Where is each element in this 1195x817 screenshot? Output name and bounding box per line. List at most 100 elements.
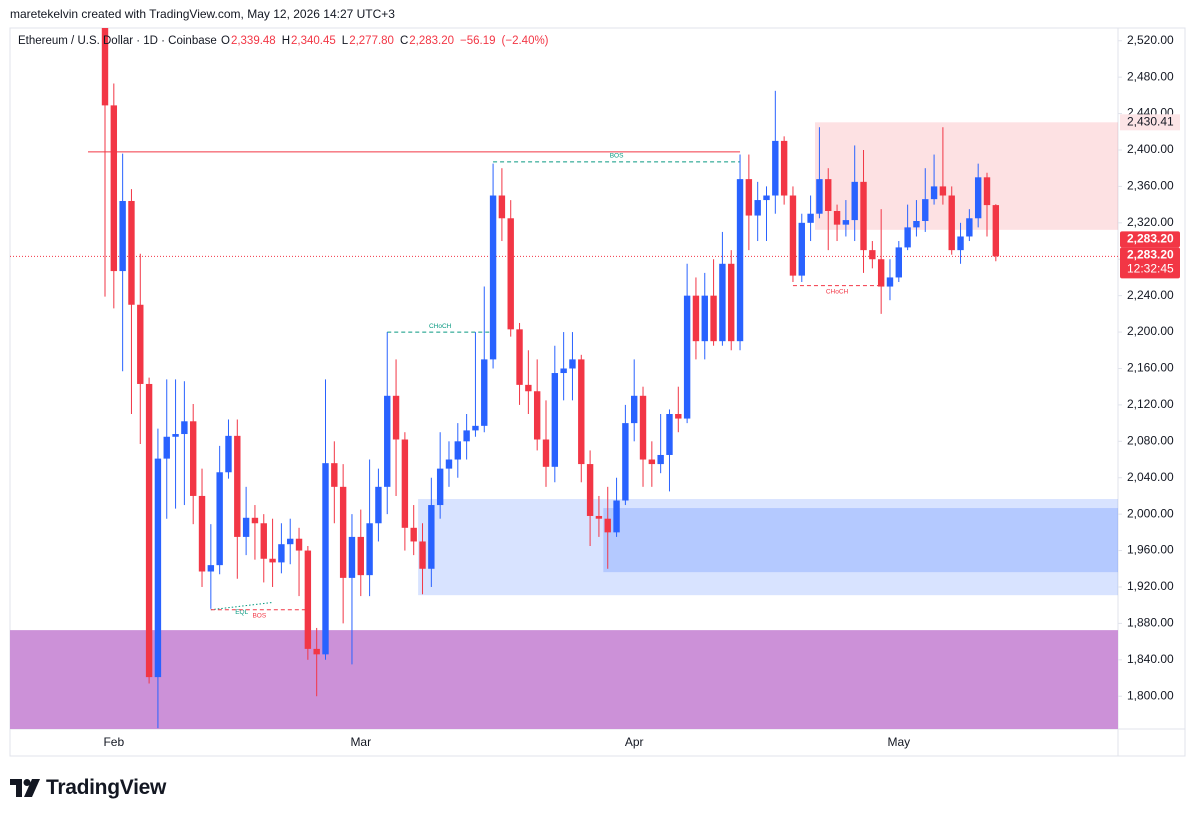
price-label-box: [1120, 231, 1180, 248]
brand-logo: TradingView: [10, 774, 166, 802]
plot-area: BOS CHoCH EQL BOS CHoCH: [10, 28, 1118, 729]
y-tick-label: 2,040.00: [1127, 470, 1174, 484]
candle-body: [622, 423, 629, 501]
candle-body: [825, 179, 832, 211]
candle-body: [701, 295, 708, 342]
y-tick-label: 2,160.00: [1127, 361, 1174, 375]
candle-body: [525, 384, 532, 392]
y-tick-label: 2,360.00: [1127, 179, 1174, 193]
credit: maretekelvin created with TradingView.co…: [10, 7, 395, 21]
candle-body: [410, 527, 417, 542]
level-label: EQL: [235, 609, 248, 616]
candle-body: [339, 486, 347, 578]
x-tick-label: May: [887, 735, 910, 749]
candle-body: [163, 436, 170, 459]
ohlc-value: 2,340.45: [291, 35, 336, 47]
candle-body: [357, 536, 364, 576]
y-tick-label: 1,960.00: [1127, 543, 1174, 557]
candle-body: [198, 495, 206, 572]
y-tick-label: 2,200.00: [1127, 324, 1174, 338]
candle-body: [842, 220, 850, 225]
brand-name: TradingView: [46, 776, 167, 799]
candle-body: [957, 236, 964, 251]
candle-body: [719, 263, 726, 342]
candle-body: [348, 536, 356, 578]
candle-body: [278, 544, 285, 563]
ohlc-key: C: [399, 35, 409, 47]
y-tick-label: 2,080.00: [1127, 433, 1174, 447]
y-tick-label: 2,000.00: [1127, 506, 1174, 520]
candle-body: [445, 459, 453, 469]
candle-body: [886, 277, 894, 287]
symbol-legend: Ethereum / U.S. Dollar · 1D · Coinbase O…: [18, 35, 555, 47]
candle-body: [833, 210, 841, 225]
candle-body: [463, 430, 470, 442]
candle-body: [128, 200, 135, 305]
candle-body: [613, 500, 620, 533]
candle-body: [974, 177, 982, 219]
candle-body: [507, 218, 514, 330]
candle-body: [789, 195, 797, 276]
level-label: BOS: [252, 612, 266, 619]
y-tick-label: 1,800.00: [1127, 688, 1174, 702]
candle-body: [780, 140, 788, 196]
candle-body: [639, 395, 647, 460]
candle-body: [904, 227, 911, 248]
candle-body: [710, 295, 717, 342]
candle-body: [428, 505, 435, 569]
candle-body: [216, 472, 223, 566]
price-label: 2,430.41: [1127, 114, 1174, 128]
candle-body: [260, 523, 267, 559]
candle-body: [137, 304, 144, 384]
candle-body: [489, 195, 497, 360]
candle-body: [683, 295, 691, 419]
candle-body: [895, 247, 902, 278]
candle-body: [578, 359, 585, 465]
candle-body: [595, 515, 603, 519]
level-label: BOS: [610, 153, 624, 160]
candle-body: [772, 140, 779, 196]
y-tick-label: 1,840.00: [1127, 652, 1174, 666]
candle-body: [551, 373, 559, 467]
candle-body: [384, 395, 391, 487]
candle-body: [992, 205, 1000, 257]
candle-body: [692, 295, 700, 342]
ohlc-value: 2,277.80: [349, 35, 394, 47]
y-tick-label: 2,480.00: [1127, 69, 1174, 83]
level-label: CHoCH: [826, 288, 849, 295]
candle-body: [542, 439, 550, 467]
candle-body: [287, 538, 294, 545]
price-label: 2,283.20: [1127, 247, 1174, 261]
candle-body: [419, 541, 426, 569]
x-tick-label: Feb: [103, 735, 124, 749]
ohlc-value: 2,283.20: [409, 35, 455, 47]
candle-body: [251, 517, 259, 524]
zone: [418, 499, 1118, 596]
y-tick-label: 2,120.00: [1127, 397, 1174, 411]
candle-body: [436, 468, 444, 506]
candle-body: [242, 517, 250, 537]
candle-body: [560, 368, 567, 374]
candle-body: [533, 391, 541, 440]
candle-body: [234, 435, 241, 537]
candle-body: [666, 414, 673, 455]
zone: [603, 508, 1118, 573]
candle-body: [745, 179, 753, 216]
change-percent: (−2.40%): [501, 35, 549, 47]
candle-body: [728, 263, 735, 342]
candle-body: [207, 565, 215, 572]
y-tick-label: 2,320.00: [1127, 215, 1174, 229]
candle-body: [860, 181, 867, 251]
candle-body: [604, 518, 611, 533]
candle-body: [366, 523, 373, 576]
symbol-title: Ethereum / U.S. Dollar · 1D · Coinbase: [18, 35, 217, 47]
candle-body: [225, 435, 232, 473]
zone: [10, 630, 1118, 729]
candle-body: [966, 218, 973, 237]
candle-body: [181, 421, 188, 435]
ohlc-key: L: [341, 35, 349, 47]
candle-body: [190, 421, 197, 496]
candle-body: [101, 28, 109, 106]
candle-body: [675, 414, 682, 419]
